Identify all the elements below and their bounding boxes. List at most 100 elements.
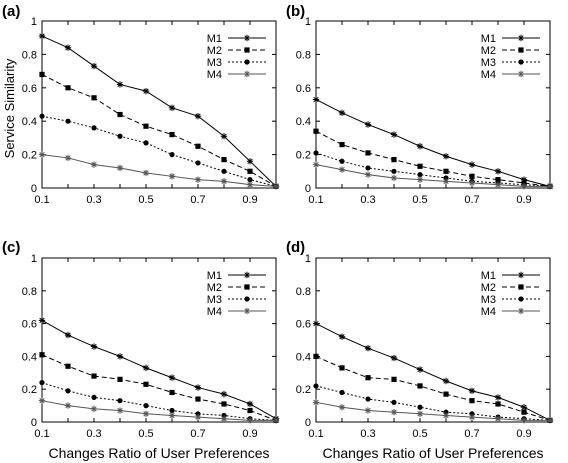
series-line [315, 99, 551, 187]
data-point [312, 399, 320, 406]
data-point [494, 168, 502, 175]
data-point [142, 87, 150, 95]
data-point [417, 172, 423, 178]
y-tick-label: 0 [31, 183, 37, 195]
legend-marker [244, 296, 250, 302]
data-point [272, 417, 280, 424]
data-point [272, 183, 280, 190]
legend-marker [243, 34, 251, 42]
y-tick-label: 0.6 [22, 319, 37, 331]
panel-label: (d) [286, 239, 305, 256]
data-point [443, 168, 449, 174]
x-tick-label: 0.9 [516, 428, 531, 440]
data-point [416, 410, 424, 417]
series-line [41, 382, 277, 421]
data-point [312, 161, 320, 168]
data-point [194, 176, 202, 183]
data-point [520, 404, 528, 411]
data-point [390, 408, 398, 416]
data-point [169, 131, 175, 138]
data-point [247, 177, 253, 183]
data-point [142, 410, 150, 417]
x-tick-label: 0.7 [190, 194, 205, 206]
data-point [116, 407, 124, 414]
legend-marker [517, 307, 525, 315]
legend-label: M4 [481, 69, 496, 81]
data-point [338, 333, 346, 340]
data-point [442, 377, 450, 385]
series-line [41, 319, 277, 420]
series-line [41, 35, 277, 187]
data-point [338, 109, 346, 117]
x-tick-label: 0.9 [242, 428, 257, 440]
data-point [143, 123, 149, 129]
data-point [220, 178, 228, 185]
legend-label: M2 [481, 282, 496, 294]
series-M2 [39, 71, 279, 189]
plot-frame [315, 257, 551, 423]
y-tick-label: 0.8 [296, 49, 311, 61]
data-point [91, 125, 97, 131]
data-point [312, 96, 320, 103]
panel-label: (c) [2, 239, 20, 256]
legend-marker [518, 284, 524, 290]
series-line [315, 130, 551, 187]
y-tick-label: 1 [305, 16, 311, 28]
y-tick-label: 0.8 [296, 286, 311, 298]
data-point [417, 404, 423, 410]
legend-marker [243, 70, 251, 78]
y-tick-label: 0.2 [22, 150, 37, 162]
data-point [91, 95, 97, 101]
x-tick-label: 0.1 [34, 428, 49, 440]
legend-label: M1 [207, 270, 222, 282]
legend-marker [518, 47, 524, 53]
data-point [494, 181, 502, 188]
data-point [443, 175, 449, 181]
data-point [495, 401, 501, 407]
data-point [64, 402, 72, 409]
data-point [116, 353, 124, 360]
x-tick-label: 0.5 [412, 194, 427, 206]
series-line [41, 115, 277, 187]
data-point [91, 373, 97, 379]
data-point [338, 404, 346, 411]
data-point [468, 387, 476, 395]
data-point [443, 391, 449, 397]
data-point [469, 398, 475, 404]
data-point [364, 407, 372, 414]
data-point [38, 317, 46, 324]
data-point [365, 375, 371, 381]
data-point [468, 161, 476, 168]
series-line [41, 154, 277, 187]
panel-label: (a) [2, 3, 20, 20]
series-M3 [39, 113, 279, 189]
legend-label: M3 [207, 57, 222, 69]
data-point [390, 174, 398, 182]
data-point [195, 396, 201, 402]
series-M3 [313, 150, 553, 189]
y-tick-label: 0.8 [22, 286, 37, 298]
data-point [220, 133, 228, 140]
x-tick-label: 0.7 [190, 428, 205, 440]
data-point [64, 44, 72, 51]
data-point [143, 140, 149, 146]
x-tick-label: 0.3 [86, 428, 101, 440]
data-point [116, 164, 124, 172]
data-point [117, 111, 123, 118]
x-tick-label: 0.5 [412, 428, 427, 440]
legend-label: M1 [481, 270, 496, 282]
data-point [365, 165, 371, 171]
legend-label: M2 [207, 45, 222, 57]
data-point [221, 168, 227, 174]
data-point [194, 384, 202, 391]
chart-panel-3: (c) 0 0.2 0.4 0.6 0.8 1 0.1 0.3 0.5 0.7 0.9 Changes … [2, 239, 280, 461]
data-point [168, 374, 176, 381]
legend-marker [243, 271, 251, 279]
y-tick-label: 0.4 [296, 116, 311, 128]
series-line [315, 164, 550, 187]
x-tick-label: 0.9 [242, 194, 257, 206]
series-M2 [39, 352, 279, 423]
plot-frame [41, 20, 277, 189]
